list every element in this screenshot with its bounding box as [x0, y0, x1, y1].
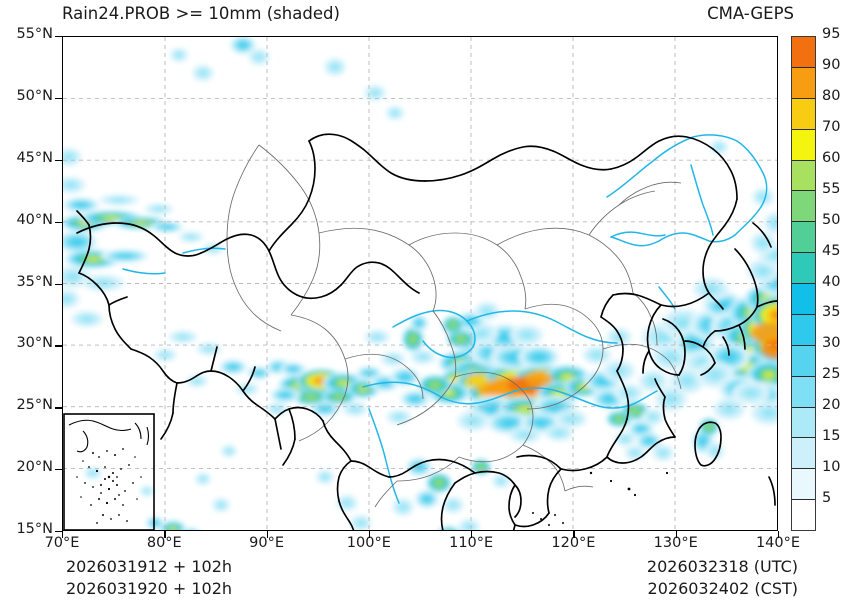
latitude-tick-label: 45°N	[16, 149, 53, 166]
national-borders-and-coastline	[76, 133, 777, 530]
longitude-tick-mark	[164, 531, 166, 538]
init-time-cst-label: 2026031920 + 102h	[66, 579, 233, 598]
colorbar-level-label: 25	[822, 366, 841, 383]
colorbar-segment	[792, 376, 815, 408]
colorbar-level-label: 20	[822, 397, 841, 414]
colorbar-segment	[792, 253, 815, 284]
longitude-tick-label: 70°E	[44, 535, 80, 551]
province-borders	[226, 144, 682, 508]
colorbar-level-label: 40	[822, 273, 841, 290]
colorbar-level-label: 30	[822, 335, 841, 352]
colorbar-level-label: 95	[822, 26, 841, 42]
valid-time-utc-label: 2026032318 (UTC)	[646, 557, 798, 576]
latitude-tick-mark	[55, 283, 62, 285]
precipitation-probability-map	[63, 37, 777, 530]
latitude-tick-mark	[55, 531, 62, 533]
latitude-tick-mark	[55, 221, 62, 223]
colorbar-segment	[792, 129, 815, 161]
colorbar-segment	[792, 160, 815, 192]
colorbar-segment	[792, 345, 815, 377]
colorbar-segment	[792, 500, 815, 530]
latitude-tick-label: 35°N	[16, 273, 53, 290]
longitude-tick-label: 130°E	[653, 535, 698, 551]
longitude-tick-mark	[778, 531, 780, 538]
probability-colorbar[interactable]	[791, 36, 816, 531]
colorbar-segment	[792, 469, 815, 501]
latitude-tick-mark	[55, 159, 62, 162]
latitude-tick-label: 25°N	[16, 397, 53, 414]
colorbar-segment	[792, 98, 815, 130]
colorbar-segment	[792, 37, 815, 68]
latitude-tick-mark	[55, 407, 62, 409]
colorbar-level-label: 90	[822, 56, 841, 73]
colorbar-level-label: 5	[822, 490, 832, 507]
init-time-utc-label: 2026031912 + 102h	[66, 557, 233, 576]
colorbar-segment	[792, 284, 815, 315]
south-china-sea-inset	[63, 413, 155, 530]
latitude-tick-label: 30°N	[16, 335, 53, 352]
latitude-tick-label: 15°N	[16, 521, 53, 537]
longitude-tick-mark	[368, 531, 371, 538]
longitude-tick-mark	[266, 531, 268, 538]
colorbar-segment	[792, 222, 815, 254]
colorbar-level-label: 80	[822, 87, 841, 104]
colorbar-level-label: 50	[822, 211, 841, 228]
longitude-tick-mark	[675, 531, 677, 538]
latitude-tick-mark	[55, 36, 62, 38]
colorbar-level-label: 60	[822, 149, 841, 166]
colorbar-level-label: 45	[822, 242, 841, 259]
longitude-tick-label: 140°E	[755, 535, 801, 551]
colorbar-level-label: 10	[822, 459, 841, 476]
river-lines	[122, 134, 768, 504]
colorbar-segment	[792, 191, 815, 223]
longitude-tick-label: 100°E	[346, 535, 391, 551]
longitude-tick-label: 120°E	[551, 535, 596, 551]
page-title: Rain24.PROB >= 10mm (shaded)	[62, 4, 340, 23]
map-gridlines	[63, 37, 777, 530]
latitude-tick-mark	[55, 469, 62, 471]
latitude-tick-label: 40°N	[16, 211, 53, 228]
colorbar-level-label: 35	[822, 304, 841, 321]
latitude-tick-label: 55°N	[16, 26, 53, 42]
valid-time-cst-label: 2026032402 (CST)	[647, 579, 798, 598]
colorbar-segment	[792, 407, 815, 439]
colorbar-level-label: 55	[822, 180, 841, 197]
longitude-tick-mark	[62, 531, 64, 538]
latitude-tick-label: 50°N	[16, 87, 53, 104]
latitude-tick-mark	[55, 345, 62, 347]
colorbar-segment	[792, 438, 815, 470]
map-plot-area[interactable]	[62, 36, 778, 531]
longitude-tick-label: 110°E	[449, 535, 494, 551]
latitude-tick-label: 20°N	[16, 459, 53, 476]
longitude-tick-mark	[573, 531, 575, 538]
colorbar-level-label: 15	[822, 428, 841, 445]
colorbar-segment	[792, 314, 815, 346]
model-label: CMA-GEPS	[707, 4, 794, 23]
colorbar-segment	[792, 67, 815, 99]
longitude-tick-label: 90°E	[249, 535, 284, 551]
longitude-tick-label: 80°E	[146, 535, 182, 551]
longitude-tick-mark	[471, 531, 473, 538]
colorbar-level-label: 70	[822, 118, 841, 135]
latitude-tick-mark	[55, 97, 62, 100]
